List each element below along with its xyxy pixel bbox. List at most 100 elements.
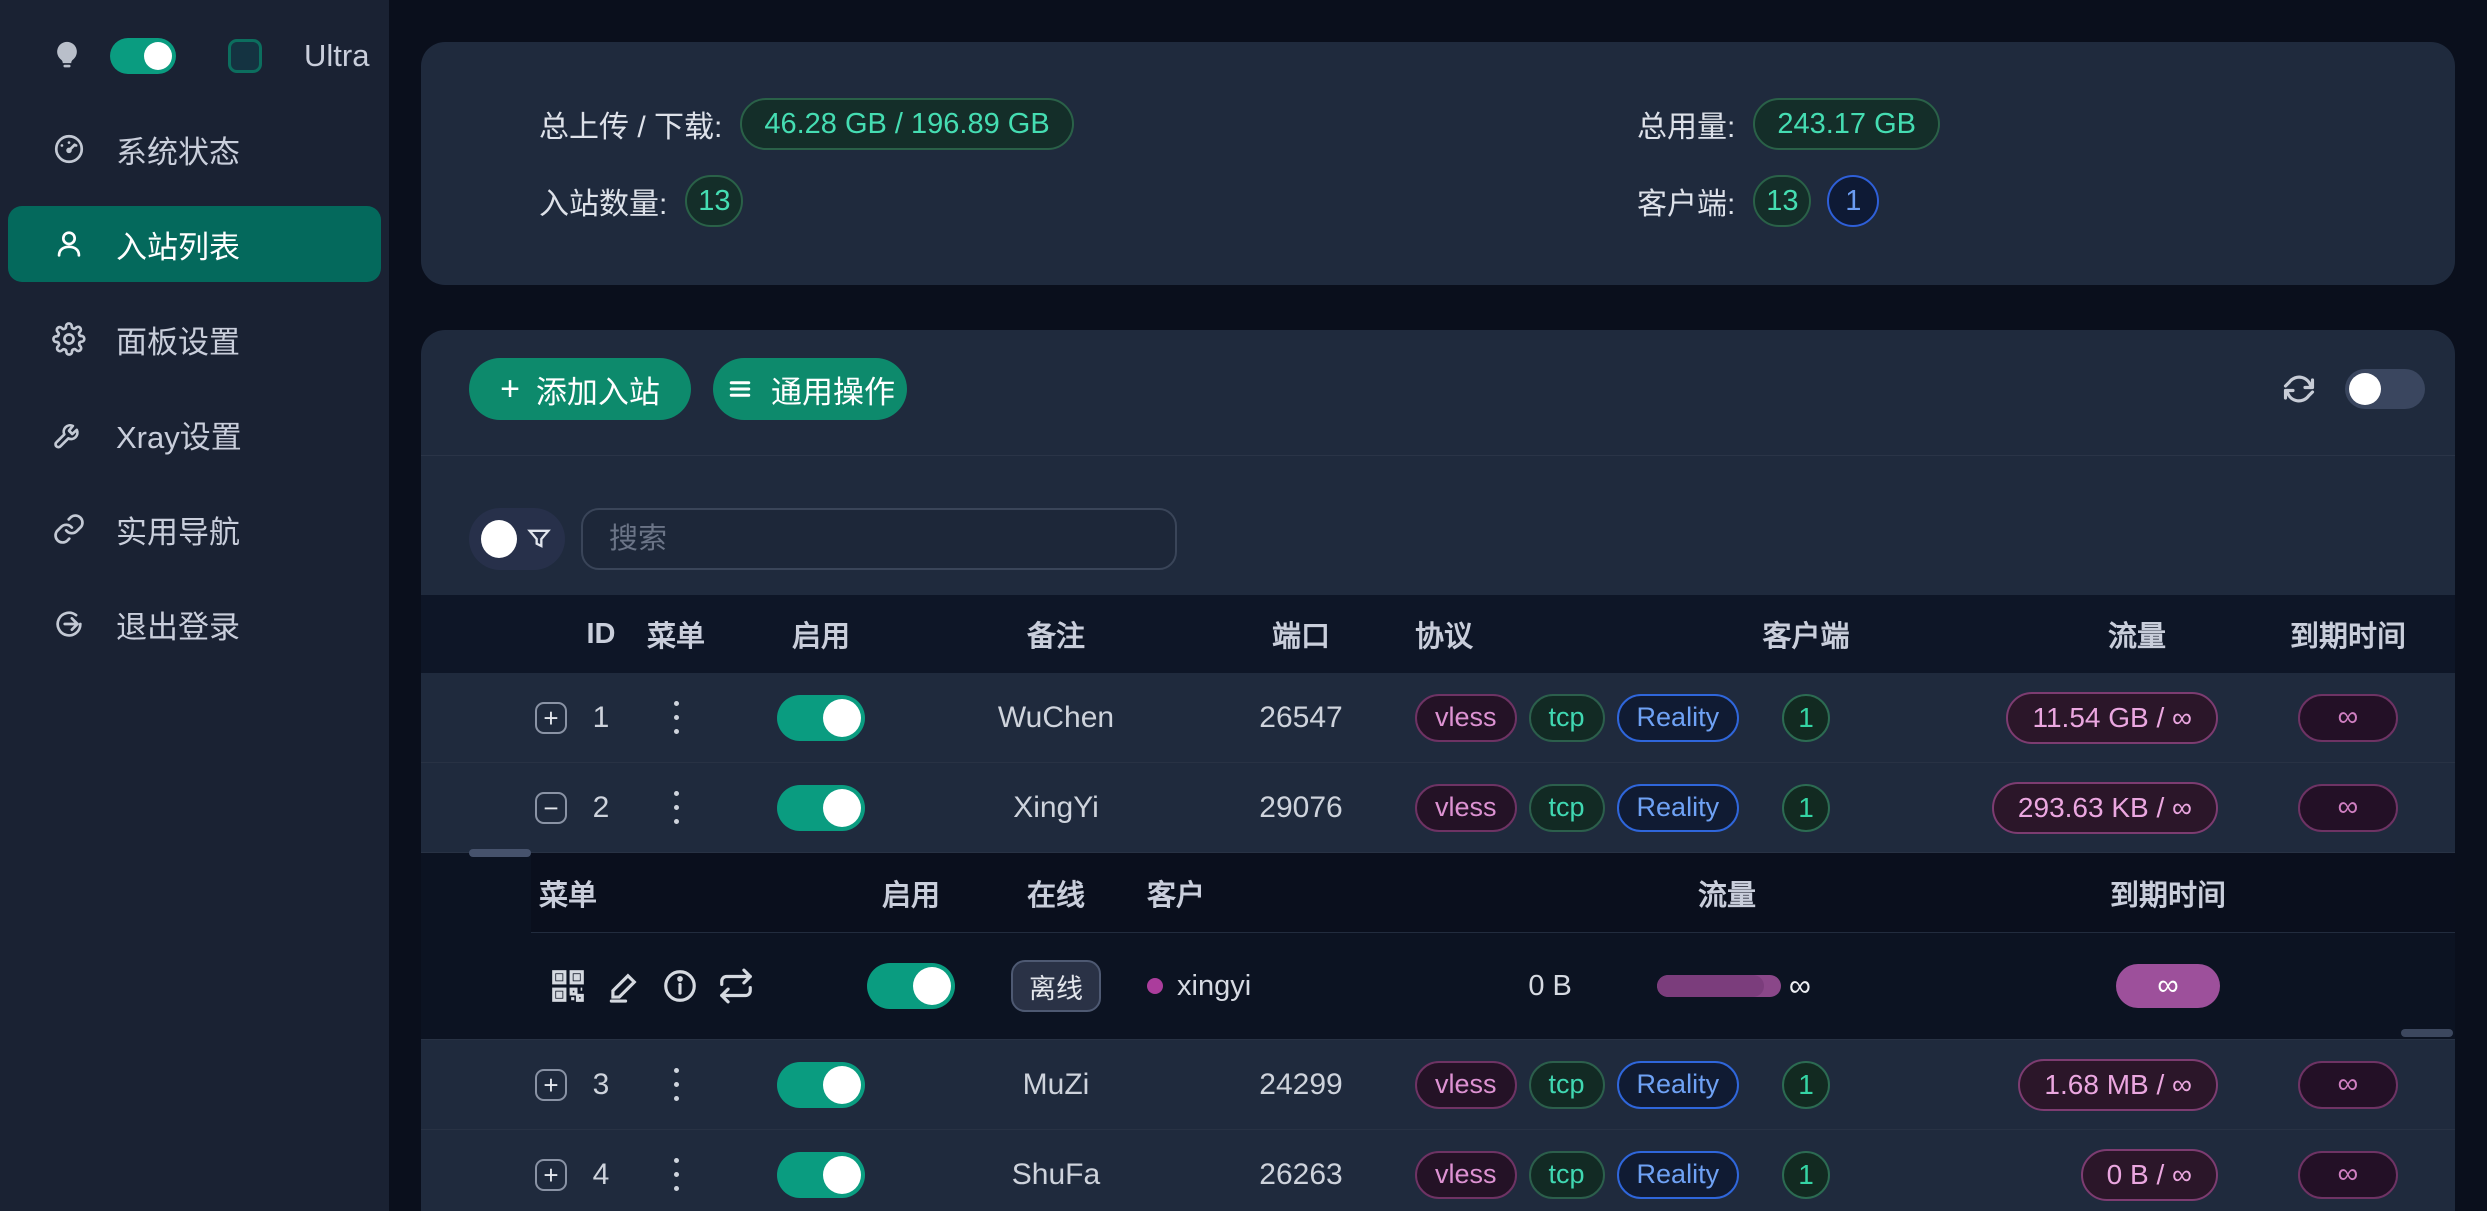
sidebar-item-Xray设置[interactable]: Xray设置 bbox=[8, 396, 381, 472]
bulk-actions-button[interactable]: 通用操作 bbox=[713, 358, 907, 420]
subtable-column-header: 客户 bbox=[1147, 879, 1206, 912]
sidebar: Ultra 系统状态入站列表面板设置 Xray设置 实用导航退出登录 bbox=[0, 0, 389, 1211]
ultra-checkbox[interactable] bbox=[228, 39, 262, 73]
enable-toggle[interactable] bbox=[777, 694, 865, 741]
plus-icon: + bbox=[500, 370, 520, 408]
inbounds-table: ID 菜单 启用 备注 端口 协议 客户端 流量 到期时间 + 1 WuChen 26547 v… bbox=[421, 595, 2455, 1211]
client-count-badge: 1 bbox=[1782, 1060, 1830, 1109]
column-header: 协议 bbox=[1415, 621, 1474, 653]
total-usage-label: 总用量: bbox=[1637, 111, 1736, 144]
scrollbar-thumb[interactable] bbox=[469, 849, 531, 857]
subtable-column-header: 到期时间 bbox=[2109, 879, 2226, 912]
subtable-header: 菜单 启用 在线 客户 流量 到期时间 bbox=[531, 853, 2455, 933]
expand-row-button[interactable]: + bbox=[535, 1068, 567, 1101]
info-icon[interactable] bbox=[661, 967, 699, 1005]
column-header: 备注 bbox=[1026, 621, 1085, 653]
client-expiry-badge: ∞ bbox=[2116, 964, 2220, 1008]
auto-refresh-toggle[interactable] bbox=[2345, 369, 2425, 409]
protocol-badge-reality: Reality bbox=[1616, 783, 1740, 832]
expiry-badge: ∞ bbox=[2298, 693, 2398, 742]
search-input[interactable] bbox=[581, 508, 1177, 570]
column-header: 到期时间 bbox=[2289, 621, 2406, 653]
sidebar-item-退出登录[interactable]: 退出登录 bbox=[8, 586, 381, 662]
gear-icon bbox=[52, 322, 86, 356]
row-remark: WuChen bbox=[997, 700, 1115, 734]
client-count-badge: 1 bbox=[1782, 783, 1830, 832]
wrench-icon bbox=[52, 417, 86, 451]
enable-toggle[interactable] bbox=[777, 784, 865, 831]
row-menu-button[interactable] bbox=[668, 785, 685, 830]
traffic-badge: 1.68 MB / ∞ bbox=[2018, 1058, 2218, 1111]
table-header: ID 菜单 启用 备注 端口 协议 客户端 流量 到期时间 bbox=[421, 595, 2455, 673]
subtable-column-header: 启用 bbox=[881, 879, 940, 912]
qr-code-icon[interactable] bbox=[549, 967, 587, 1005]
stats-card: 总上传 / 下载: 46.28 GB / 196.89 GB 总用量: 243.… bbox=[421, 42, 2455, 285]
theme-toggle[interactable] bbox=[110, 38, 176, 74]
sidebar-nav: 系统状态入站列表面板设置 Xray设置 实用导航退出登录 bbox=[0, 0, 389, 662]
column-header: 客户端 bbox=[1762, 621, 1850, 653]
dashboard-icon bbox=[52, 132, 86, 166]
clients-online-badge: 1 bbox=[1827, 175, 1880, 227]
expiry-badge: ∞ bbox=[2298, 783, 2398, 832]
online-status-badge: 离线 bbox=[1011, 960, 1101, 1012]
row-menu-button[interactable] bbox=[668, 1062, 685, 1107]
sidebar-item-实用导航[interactable]: 实用导航 bbox=[8, 491, 381, 567]
enable-toggle[interactable] bbox=[777, 1061, 865, 1108]
row-port: 24299 bbox=[1259, 1067, 1343, 1101]
traffic-badge: 293.63 KB / ∞ bbox=[1991, 781, 2218, 834]
protocol-badge-tcp: tcp bbox=[1528, 1150, 1605, 1199]
upload-download-value: 46.28 GB / 196.89 GB bbox=[740, 98, 1074, 150]
row-menu-button[interactable] bbox=[668, 1152, 685, 1197]
client-status-dot bbox=[1147, 978, 1163, 994]
row-port: 29076 bbox=[1259, 790, 1343, 824]
row-menu-button[interactable] bbox=[668, 695, 685, 740]
protocol-badge-vless: vless bbox=[1415, 783, 1517, 832]
user-icon bbox=[52, 227, 86, 261]
row-id: 2 bbox=[592, 790, 610, 824]
edit-icon[interactable] bbox=[605, 967, 643, 1005]
expand-row-button[interactable]: + bbox=[535, 701, 567, 734]
expiry-badge: ∞ bbox=[2298, 1150, 2398, 1199]
row-id: 1 bbox=[592, 700, 610, 734]
add-inbound-button[interactable]: + 添加入站 bbox=[469, 358, 691, 420]
refresh-icon[interactable] bbox=[2281, 371, 2317, 407]
column-header: 流量 bbox=[2107, 621, 2166, 653]
row-port: 26547 bbox=[1259, 700, 1343, 734]
sidebar-item-系统状态[interactable]: 系统状态 bbox=[8, 111, 381, 187]
protocol-badge-reality: Reality bbox=[1616, 1150, 1740, 1199]
client-traffic-used: 0 B bbox=[1528, 969, 1572, 1002]
client-enable-toggle[interactable] bbox=[867, 963, 955, 1009]
scrollbar-thumb[interactable] bbox=[2401, 1029, 2453, 1037]
traffic-badge: 0 B / ∞ bbox=[2080, 1148, 2218, 1201]
column-header: 端口 bbox=[1271, 621, 1330, 653]
ultra-label: Ultra bbox=[304, 38, 370, 73]
subtable-column-header: 菜单 bbox=[539, 879, 598, 912]
filter-toggle[interactable] bbox=[469, 508, 565, 570]
traffic-badge: 11.54 GB / ∞ bbox=[2006, 691, 2218, 744]
column-header: 启用 bbox=[791, 621, 850, 653]
traffic-limit: ∞ bbox=[1788, 968, 1811, 1003]
protocol-badge-tcp: tcp bbox=[1528, 693, 1605, 742]
upload-download-label: 总上传 / 下载: bbox=[539, 111, 723, 144]
protocol-badge-reality: Reality bbox=[1616, 693, 1740, 742]
protocol-badges: vless tcp Reality bbox=[1401, 693, 1740, 742]
protocol-badge-tcp: tcp bbox=[1528, 1060, 1605, 1109]
subtable-column-header: 流量 bbox=[1697, 879, 1756, 912]
link-icon bbox=[52, 512, 86, 546]
expiry-badge: ∞ bbox=[2298, 1060, 2398, 1109]
sidebar-item-面板设置[interactable]: 面板设置 bbox=[8, 301, 381, 377]
protocol-badge-vless: vless bbox=[1415, 693, 1517, 742]
protocol-badges: vless tcp Reality bbox=[1401, 1060, 1740, 1109]
expand-row-button[interactable]: + bbox=[535, 1158, 567, 1191]
column-header: 菜单 bbox=[646, 621, 705, 653]
enable-toggle[interactable] bbox=[777, 1151, 865, 1198]
inbound-count-value: 13 bbox=[685, 175, 744, 227]
logout-icon bbox=[52, 607, 86, 641]
total-usage-value: 243.17 GB bbox=[1753, 98, 1940, 150]
expand-row-button[interactable]: − bbox=[535, 791, 567, 824]
filter-funnel-icon bbox=[525, 525, 553, 553]
protocol-badges: vless tcp Reality bbox=[1401, 783, 1740, 832]
row-id: 3 bbox=[592, 1067, 610, 1101]
sidebar-item-入站列表[interactable]: 入站列表 bbox=[8, 206, 381, 282]
reset-traffic-icon[interactable] bbox=[717, 967, 755, 1005]
